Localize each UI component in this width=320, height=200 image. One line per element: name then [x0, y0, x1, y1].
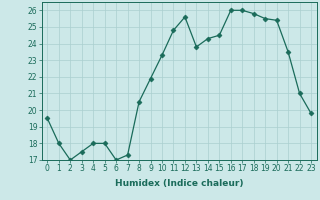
X-axis label: Humidex (Indice chaleur): Humidex (Indice chaleur): [115, 179, 244, 188]
